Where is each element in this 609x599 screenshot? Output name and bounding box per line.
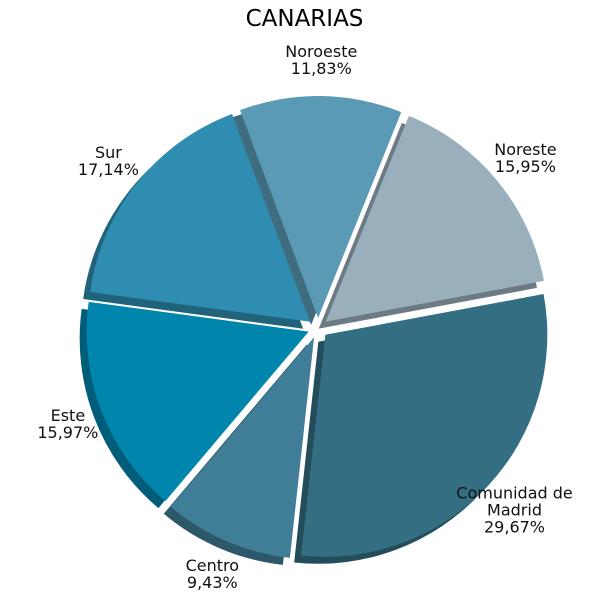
value-label: 17,14% <box>77 159 139 179</box>
slice-label: Este 15,97% <box>8 407 128 441</box>
slice <box>90 113 311 322</box>
slice-label: Noreste 15,95% <box>465 141 585 175</box>
slice <box>86 301 309 502</box>
slice <box>170 337 315 558</box>
value-label: 29,67% <box>484 517 546 537</box>
category-label: Comunidad de Madrid <box>456 483 573 520</box>
slice <box>301 294 548 557</box>
category-label: Noroeste <box>285 42 358 62</box>
slice <box>240 96 402 319</box>
slice-label: Comunidad de Madrid 29,67% <box>455 485 575 536</box>
category-label: Este <box>50 406 86 426</box>
slice-label: Sur 17,14% <box>48 144 168 178</box>
value-label: 9,43% <box>186 573 238 593</box>
value-label: 11,83% <box>290 59 352 79</box>
slice-label: Centro 9,43% <box>152 557 272 591</box>
slice-label: Noroeste 11,83% <box>261 43 381 77</box>
value-label: 15,97% <box>37 423 99 443</box>
value-label: 15,95% <box>494 157 556 177</box>
slice <box>325 115 544 322</box>
chart-title: CANARIAS <box>245 6 364 32</box>
category-label: Centro <box>185 556 240 576</box>
category-label: Noreste <box>494 140 557 160</box>
category-label: Sur <box>94 142 122 162</box>
